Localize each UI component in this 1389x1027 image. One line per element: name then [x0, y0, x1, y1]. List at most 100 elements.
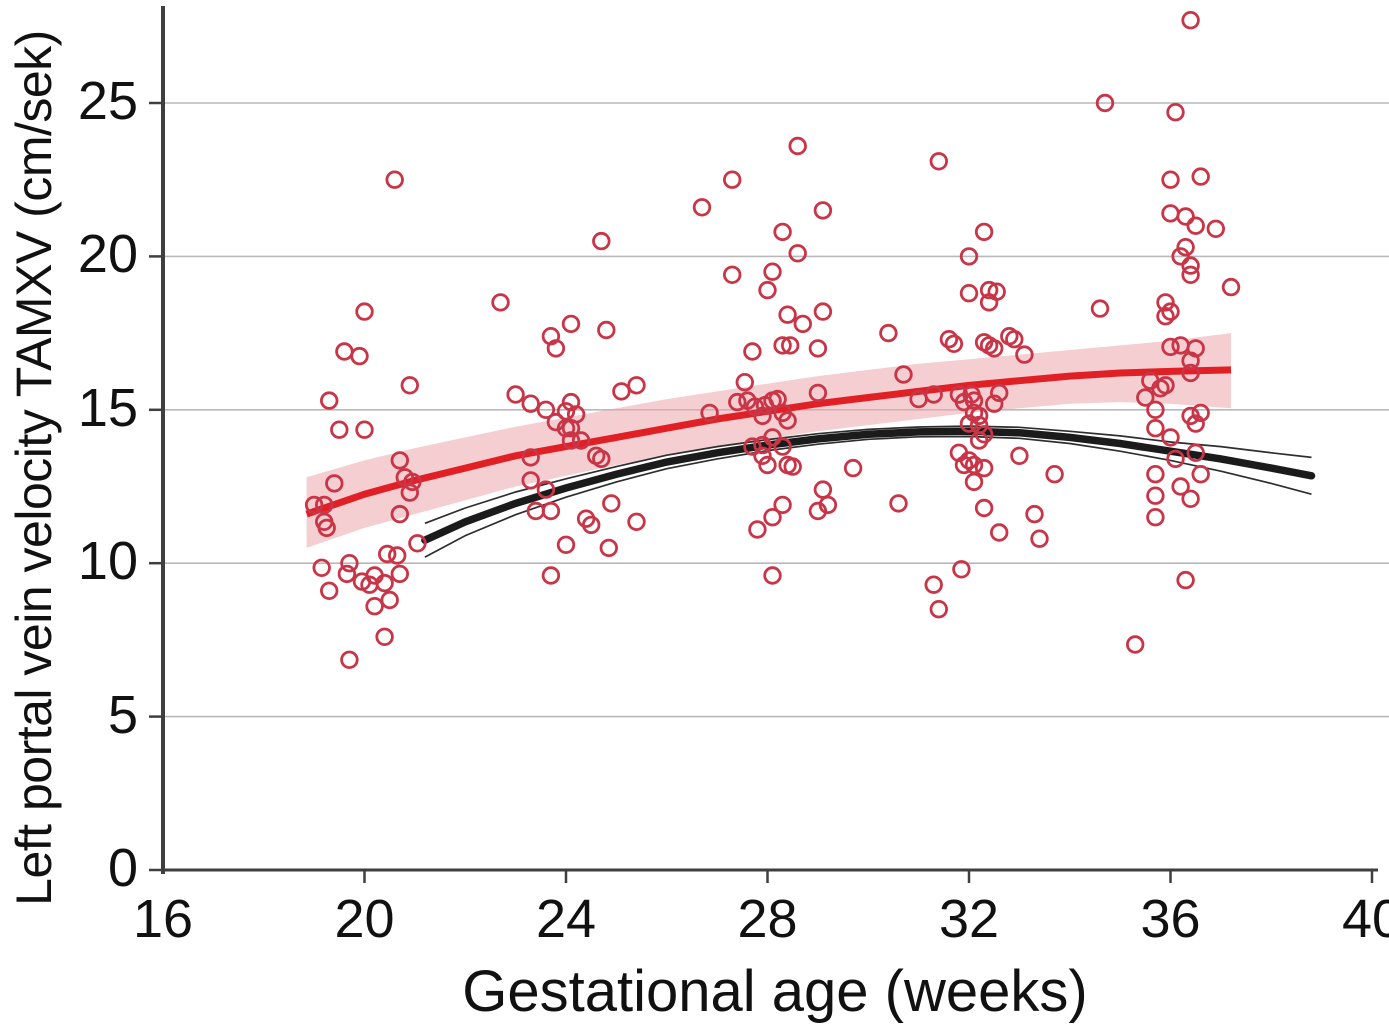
data-point: [1161, 302, 1180, 321]
data-point: [793, 314, 813, 334]
data-point: [808, 339, 828, 358]
data-point: [378, 544, 397, 564]
data-point: [1181, 351, 1200, 370]
data-point: [385, 170, 404, 189]
data-point: [1095, 93, 1115, 113]
data-point: [773, 222, 792, 242]
data-point: [350, 346, 369, 366]
data-point: [778, 305, 797, 324]
data-point: [556, 402, 576, 421]
data-point: [990, 383, 1009, 403]
data-point: [400, 376, 420, 395]
data-point: [969, 431, 989, 450]
data-point: [355, 302, 374, 321]
data-point: [753, 406, 772, 426]
data-point: [778, 411, 797, 430]
black-ci-upper-line: [424, 425, 1312, 525]
data-point: [1146, 465, 1165, 484]
data-point: [985, 339, 1004, 358]
data-point: [335, 342, 354, 361]
data-point: [944, 334, 964, 354]
data-point: [541, 566, 561, 585]
data-point: [403, 472, 422, 492]
data-point: [1181, 11, 1200, 30]
data-point: [1156, 293, 1175, 312]
x-axis-title: Gestational age (weeks): [462, 959, 1088, 1024]
data-point: [753, 446, 772, 466]
y-tick-label: 25: [77, 71, 138, 131]
data-point: [1136, 388, 1155, 407]
data-point: [1181, 489, 1200, 509]
data-point: [979, 293, 999, 312]
data-point: [390, 504, 410, 524]
data-point: [1045, 465, 1064, 484]
data-point: [758, 280, 777, 300]
data-point: [1186, 443, 1205, 463]
x-tick-label: 16: [132, 889, 194, 949]
data-point: [788, 244, 807, 263]
y-tick-label: 0: [107, 838, 138, 898]
data-point: [723, 170, 742, 189]
data-point: [743, 342, 762, 361]
data-point: [843, 458, 863, 478]
data-point: [964, 472, 984, 492]
y-tick-label: 15: [77, 377, 138, 438]
data-point: [1176, 207, 1195, 226]
data-point: [1161, 337, 1180, 357]
data-point: [929, 600, 949, 619]
data-point: [813, 201, 833, 220]
data-point: [959, 247, 979, 266]
x-tick-label: 20: [334, 889, 395, 949]
data-point: [1146, 419, 1165, 438]
data-point: [320, 581, 339, 601]
data-point: [1161, 170, 1180, 189]
data-point: [1125, 635, 1145, 654]
data-point: [340, 650, 359, 670]
x-tick-label: 40: [1341, 889, 1389, 949]
data-point: [924, 575, 943, 594]
data-point: [1186, 216, 1205, 235]
data-point: [627, 376, 646, 395]
data-point: [380, 590, 399, 610]
data-point: [974, 222, 994, 242]
data-point: [1181, 265, 1200, 285]
data-point: [408, 534, 427, 553]
data-point: [1146, 400, 1165, 420]
data-point: [1176, 570, 1195, 590]
data-point: [723, 265, 742, 285]
data-point: [979, 280, 999, 300]
data-point: [1015, 345, 1034, 364]
data-point: [929, 152, 949, 171]
data-point: [990, 523, 1009, 542]
data-point: [879, 323, 898, 343]
data-point: [561, 314, 581, 334]
data-point: [985, 394, 1004, 413]
data-point: [312, 558, 331, 578]
data-point: [1161, 428, 1180, 447]
data-point: [536, 400, 556, 420]
data-point: [1090, 299, 1110, 318]
data-point: [959, 284, 979, 303]
black-ci-lower-line: [424, 435, 1312, 558]
data-point: [491, 293, 510, 312]
data-point: [954, 392, 974, 412]
data-point: [763, 566, 782, 585]
data-point: [521, 448, 540, 467]
data-point: [536, 480, 556, 499]
data-point: [561, 431, 581, 450]
data-point: [355, 420, 374, 439]
data-point: [390, 451, 410, 470]
data-point: [939, 330, 959, 349]
data-point: [773, 495, 792, 515]
data-point: [1005, 330, 1024, 349]
data-point: [592, 449, 611, 469]
data-point: [700, 403, 719, 423]
data-point: [1171, 477, 1190, 496]
data-point: [1025, 504, 1044, 524]
data-point: [748, 520, 767, 539]
data-point: [954, 455, 974, 475]
data-point: [1171, 247, 1190, 266]
data-point: [808, 383, 828, 403]
